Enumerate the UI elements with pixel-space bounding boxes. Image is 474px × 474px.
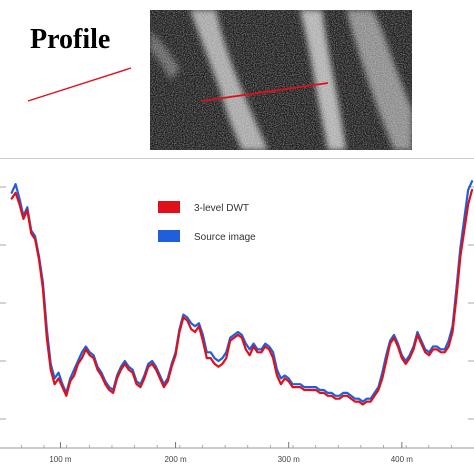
legend-swatch-source (158, 230, 180, 242)
profile-indicator-line (27, 67, 132, 102)
profile-title: Profile (30, 24, 111, 55)
legend-swatch-dwt (158, 201, 180, 213)
series-layer (10, 180, 474, 406)
x-tick-label: 300 m (278, 455, 301, 464)
y-tick-marks (0, 186, 474, 420)
x-axis-ticks: 100 m 200 m 300 m 400 m (21, 442, 452, 464)
legend: 3-level DWT Source image (158, 201, 256, 243)
image-grain (150, 10, 412, 150)
legend-label-source: Source image (194, 232, 256, 243)
x-tick-label: 200 m (164, 455, 187, 464)
source-image-panel (150, 10, 412, 150)
series-line-source (10, 180, 474, 403)
x-tick-label: 400 m (391, 455, 414, 464)
profile-chart: 100 m 200 m 300 m 400 m 3-level DWT Source … (0, 158, 474, 464)
legend-label-dwt: 3-level DWT (194, 203, 249, 214)
x-tick-label: 100 m (49, 455, 72, 464)
series-line-dwt (10, 188, 474, 406)
profile-line-on-image (201, 82, 329, 102)
